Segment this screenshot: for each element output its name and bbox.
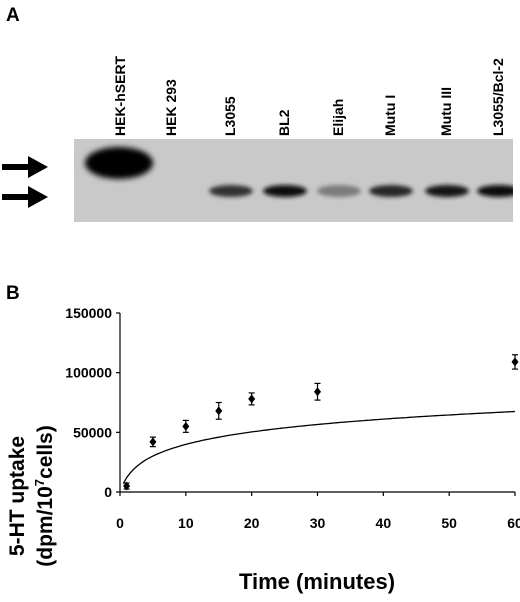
- x-tick-label-0: 0: [116, 515, 124, 531]
- y-tick-label-2: 100000: [65, 365, 112, 381]
- band-0: [85, 147, 153, 179]
- data-point-0: [123, 481, 131, 491]
- data-point-5: [314, 387, 321, 397]
- data-point-1: [149, 437, 157, 447]
- band-2: [209, 185, 253, 197]
- data-point-6: [511, 357, 519, 367]
- data-points: [123, 354, 519, 491]
- lane-label-2: L3055: [222, 96, 238, 136]
- lane-label-3: BL2: [276, 109, 292, 136]
- x-tick-label-4: 40: [376, 515, 392, 531]
- chart-axes: [119, 313, 515, 493]
- band-6: [425, 185, 469, 197]
- lower-arrow-icon: [2, 186, 48, 208]
- data-point-2: [182, 421, 190, 431]
- lane-label-6: Mutu III: [438, 87, 454, 136]
- lane-label-1: HEK 293: [163, 79, 179, 136]
- x-tick-label-5: 50: [441, 515, 457, 531]
- blot-membrane: [74, 139, 513, 222]
- upper-arrow-icon: [2, 156, 48, 178]
- data-point-4: [248, 394, 256, 404]
- fit-line: [122, 410, 516, 484]
- western-blot-image: [74, 139, 513, 222]
- fit-curve: [122, 410, 516, 484]
- y-tick-label-3: 150000: [65, 305, 112, 321]
- data-point-3: [215, 406, 223, 416]
- x-tick-label-1: 10: [178, 515, 194, 531]
- panel-b-label: B: [6, 283, 20, 304]
- y-tick-label-0: 0: [104, 484, 112, 500]
- y-tick-label-1: 50000: [73, 424, 112, 440]
- x-tick-label-6: 60: [507, 515, 520, 531]
- panel-a-label: A: [6, 5, 20, 26]
- y-axis-title-line2: (dpm/107cells): [32, 425, 57, 566]
- y-axis-title-line1: 5-HT uptake: [6, 436, 29, 556]
- band-4: [317, 185, 361, 197]
- x-ticks: 0 10 20 30 40 50 60: [116, 492, 520, 531]
- arrow-icons: [2, 156, 48, 208]
- band-3: [263, 185, 307, 197]
- y-ticks: 0 50000 100000 150000: [65, 305, 120, 500]
- lane-label-0: HEK-hSERT: [112, 55, 128, 136]
- lane-label-7: L3055/Bcl-2: [490, 58, 506, 136]
- band-5: [369, 185, 413, 197]
- uptake-chart: 5-HT uptake (dpm/107cells) 0 50000 100000 1…: [6, 305, 520, 594]
- x-axis-title: Time (minutes): [239, 569, 395, 594]
- lane-label-4: Elijah: [330, 98, 346, 136]
- lane-label-5: Mutu I: [382, 94, 398, 136]
- x-tick-label-3: 30: [310, 515, 326, 531]
- y-axis-title: 5-HT uptake (dpm/107cells): [6, 425, 57, 566]
- band-7: [477, 185, 513, 197]
- x-tick-label-2: 20: [244, 515, 260, 531]
